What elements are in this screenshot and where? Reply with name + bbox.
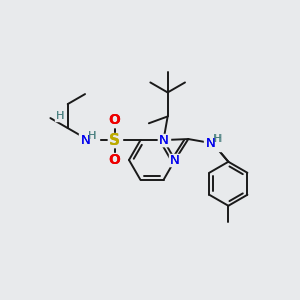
Text: N: N bbox=[206, 137, 216, 150]
Bar bbox=[107, 113, 122, 127]
Text: S: S bbox=[109, 133, 120, 148]
Bar bbox=[107, 114, 122, 127]
Bar bbox=[158, 134, 169, 146]
Bar bbox=[205, 136, 221, 150]
Bar bbox=[169, 154, 181, 166]
Text: N: N bbox=[159, 134, 168, 147]
Text: H: H bbox=[88, 131, 97, 141]
Bar bbox=[107, 153, 122, 167]
Bar bbox=[158, 135, 169, 146]
Text: S: S bbox=[109, 133, 120, 148]
Text: N: N bbox=[159, 134, 168, 147]
Text: N: N bbox=[81, 134, 90, 147]
Text: H: H bbox=[56, 111, 64, 121]
Bar bbox=[107, 133, 122, 147]
Text: N: N bbox=[170, 154, 180, 166]
Text: O: O bbox=[109, 153, 120, 167]
Bar bbox=[108, 134, 121, 147]
Bar bbox=[169, 154, 181, 166]
Bar bbox=[56, 112, 64, 120]
Bar bbox=[79, 133, 98, 148]
Bar bbox=[204, 136, 222, 151]
Text: O: O bbox=[109, 113, 120, 127]
Text: N: N bbox=[81, 134, 90, 147]
Text: H: H bbox=[56, 111, 64, 121]
Text: H: H bbox=[213, 134, 221, 144]
Text: O: O bbox=[109, 153, 120, 167]
Bar bbox=[107, 154, 122, 166]
Text: N: N bbox=[206, 137, 216, 150]
Text: O: O bbox=[109, 113, 120, 127]
Text: N: N bbox=[170, 154, 180, 166]
Bar bbox=[55, 112, 64, 121]
Bar bbox=[80, 133, 98, 147]
Text: H: H bbox=[214, 134, 222, 144]
Text: H: H bbox=[88, 131, 97, 141]
